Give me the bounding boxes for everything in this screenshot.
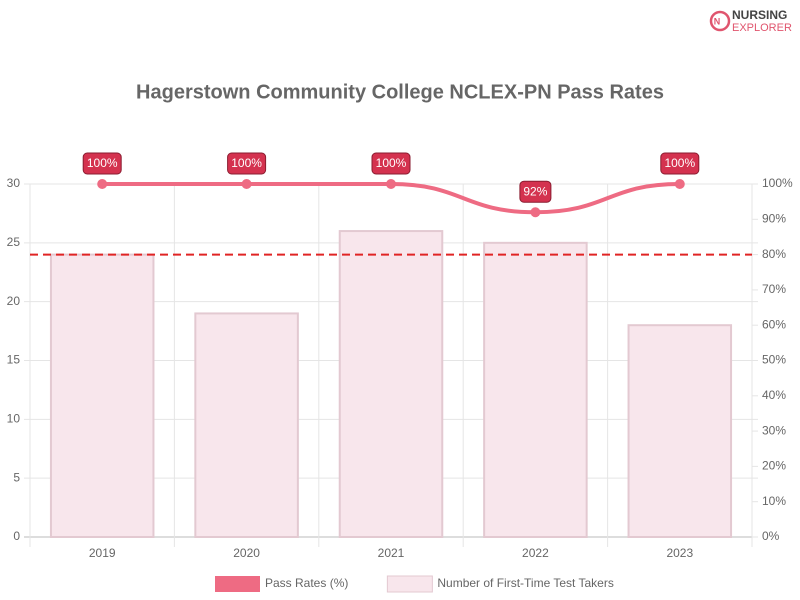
y2-tick-label: 100% xyxy=(762,176,793,190)
bar xyxy=(483,241,588,538)
y2-tick-label: 0% xyxy=(762,529,780,543)
logo: N NURSING EXPLORER xyxy=(709,8,792,34)
legend-swatch xyxy=(386,575,433,593)
y2-tick-label: 50% xyxy=(762,353,786,367)
y-tick-label: 0 xyxy=(13,529,20,543)
value-label-text: 92% xyxy=(523,184,547,198)
value-label-box xyxy=(82,152,122,175)
y2-tick-label: 30% xyxy=(762,423,786,437)
chart-title: Hagerstown Community College NCLEX-PN Pa… xyxy=(136,81,664,103)
y-tick-label: 15 xyxy=(7,353,21,367)
bar xyxy=(627,324,733,539)
x-tick-label: 2020 xyxy=(233,546,260,560)
x-tick-label: 2022 xyxy=(522,546,549,560)
value-label-text: 100% xyxy=(376,156,407,170)
point xyxy=(386,179,396,189)
y-tick-label: 5 xyxy=(13,470,20,484)
point xyxy=(97,179,108,189)
y-tick-label: 25 xyxy=(7,235,21,249)
x-tick-label: 2023 xyxy=(666,546,693,560)
legend-label: Pass Rates (%) xyxy=(265,576,348,590)
y-tick-label: 10 xyxy=(7,412,21,426)
point xyxy=(241,179,252,189)
logo-icon xyxy=(709,10,731,32)
legend-swatch xyxy=(215,576,260,592)
logo-icon-text: N xyxy=(714,16,721,26)
y-tick-label: 30 xyxy=(7,176,21,190)
legend-label: Number of First-Time Test Takers xyxy=(437,576,613,590)
value-label-box xyxy=(227,152,267,175)
y-tick-label: 20 xyxy=(7,294,21,308)
value-label-text: 100% xyxy=(87,156,118,170)
point xyxy=(674,179,685,189)
bar xyxy=(338,230,444,538)
value-label-text: 100% xyxy=(231,156,262,170)
value-label: 100% xyxy=(660,152,700,175)
value-label-box xyxy=(660,152,700,175)
x-tick-label: 2019 xyxy=(89,546,116,560)
y2-tick-label: 60% xyxy=(762,317,786,331)
value-label-box xyxy=(371,152,411,175)
y2-tick-label: 80% xyxy=(762,247,786,261)
y2-tick-label: 20% xyxy=(762,459,786,473)
point xyxy=(530,207,541,218)
y2-tick-label: 40% xyxy=(762,388,786,402)
value-label-text: 100% xyxy=(664,156,695,170)
y2-tick-label: 70% xyxy=(762,282,786,296)
y2-tick-label: 90% xyxy=(762,211,786,225)
value-label-box xyxy=(519,180,552,203)
value-label: 100% xyxy=(371,152,411,175)
value-label: 100% xyxy=(227,152,267,175)
x-tick-label: 2021 xyxy=(378,546,405,560)
logo-text: NURSING xyxy=(732,8,787,22)
bar xyxy=(194,312,299,538)
logo-text: EXPLORER xyxy=(732,22,792,34)
y2-tick-label: 10% xyxy=(762,494,786,508)
value-label: 100% xyxy=(82,152,122,175)
value-label: 92% xyxy=(519,180,552,203)
bar xyxy=(49,253,155,538)
